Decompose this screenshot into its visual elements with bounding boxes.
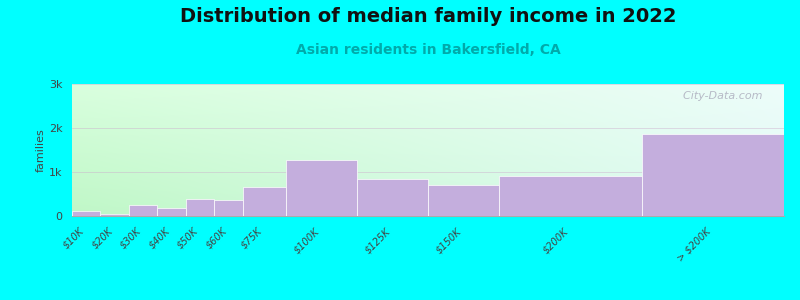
Bar (158, 208, 186, 216)
Bar (186, 199, 214, 216)
Text: City-Data.com: City-Data.com (676, 91, 762, 100)
Bar (286, 160, 357, 216)
Bar (642, 134, 784, 216)
Text: Distribution of median family income in 2022: Distribution of median family income in … (180, 8, 676, 26)
Text: Asian residents in Bakersfield, CA: Asian residents in Bakersfield, CA (296, 44, 560, 58)
Bar (428, 185, 499, 216)
Bar (101, 214, 129, 216)
Bar (243, 188, 286, 216)
Bar (129, 205, 158, 216)
Y-axis label: families: families (36, 128, 46, 172)
Bar (357, 179, 428, 216)
Bar (499, 176, 642, 216)
Bar (72, 211, 101, 216)
Bar (214, 200, 243, 216)
